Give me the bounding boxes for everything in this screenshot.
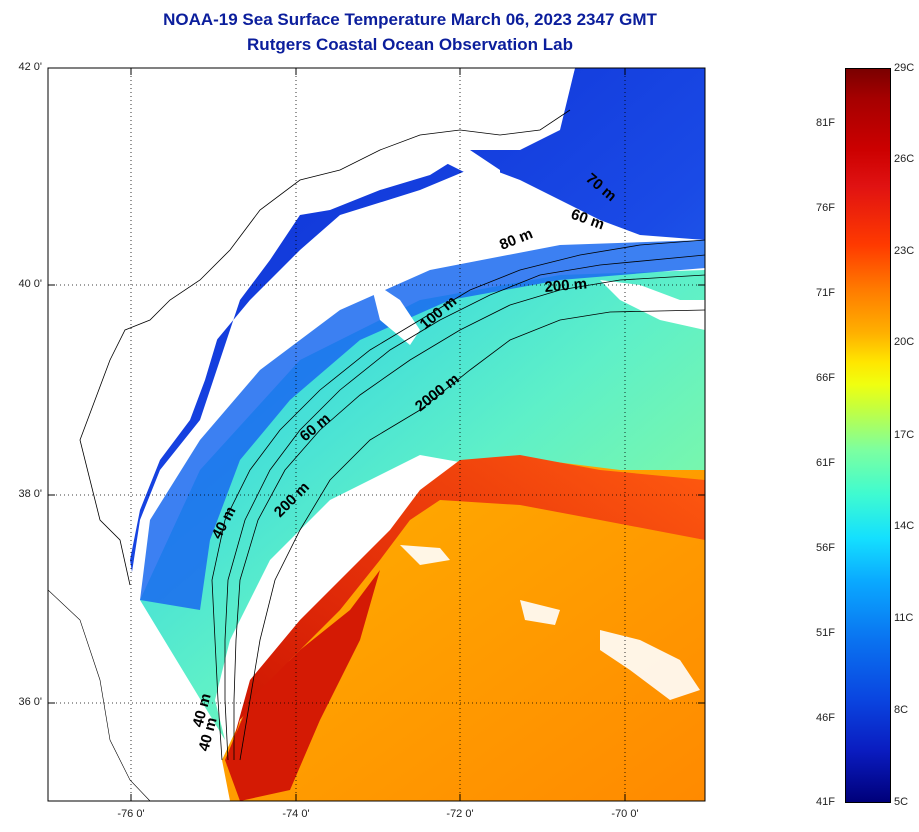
lon-label: -76 0' bbox=[117, 808, 145, 820]
lon-label: -72 0' bbox=[446, 808, 474, 820]
temperature-colorbar bbox=[845, 68, 891, 803]
map-frame bbox=[47, 67, 706, 802]
land-mainland bbox=[48, 68, 575, 801]
colorbar-f-label: 61F bbox=[816, 457, 835, 469]
colorbar-c-label: 20C bbox=[894, 336, 915, 348]
colorbar-f-label: 81F bbox=[816, 117, 835, 129]
colorbar-f-label: 66F bbox=[816, 372, 835, 384]
colorbar-f-label: 56F bbox=[816, 542, 835, 554]
lon-label: -74 0' bbox=[282, 808, 310, 820]
map-subtitle: Rutgers Coastal Ocean Observation Lab bbox=[247, 35, 573, 54]
colorbar-c-label: 11C bbox=[894, 612, 914, 624]
lat-label: 40 0' bbox=[18, 278, 42, 290]
contour-line-2000m bbox=[239, 309, 705, 761]
colorbar-f-label: 46F bbox=[816, 712, 835, 724]
lat-label: 42 0' bbox=[18, 61, 42, 73]
contour-label: 200 m bbox=[544, 275, 588, 296]
colorbar-c-label: 29C bbox=[894, 62, 915, 74]
gulf-stream-region bbox=[222, 460, 705, 801]
colorbar-f-label: 71F bbox=[816, 287, 835, 299]
colorbar-f-label: 41F bbox=[816, 796, 835, 808]
colorbar-c-label: 14C bbox=[894, 520, 915, 532]
colorbar-c-label: 8C bbox=[894, 704, 909, 716]
colorbar-c-label: 23C bbox=[894, 245, 915, 257]
contour-line-40m bbox=[211, 239, 705, 761]
colorbar-f-label: 51F bbox=[816, 627, 835, 639]
colorbar-c-label: 17C bbox=[894, 429, 915, 441]
colorbar-c-label: 5C bbox=[894, 796, 909, 808]
shelf-water-region bbox=[100, 68, 705, 585]
colorbar-c-label: 26C bbox=[894, 153, 915, 165]
map-title: NOAA-19 Sea Surface Temperature March 06… bbox=[163, 10, 657, 29]
lon-label: -70 0' bbox=[611, 808, 639, 820]
lat-label: 36 0' bbox=[18, 696, 42, 708]
colorbar-f-label: 76F bbox=[816, 202, 835, 214]
lat-label: 38 0' bbox=[18, 488, 42, 500]
